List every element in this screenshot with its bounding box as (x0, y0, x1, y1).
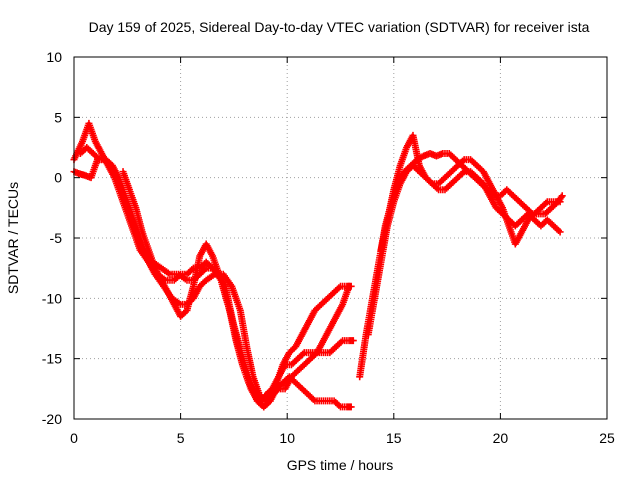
data-point (557, 193, 565, 201)
y-axis-label: SDTVAR / TECUs (5, 182, 21, 294)
x-tick-label: 15 (386, 430, 402, 446)
y-tick-label: -5 (50, 230, 63, 246)
plot-frame (73, 56, 608, 420)
y-tick-label: 10 (46, 49, 62, 65)
y-tick-label: -10 (42, 290, 62, 306)
x-tick-label: 5 (177, 430, 185, 446)
data-point (347, 282, 355, 290)
y-tick-label: 0 (54, 170, 62, 186)
y-axis: -20 -15 -10 -5 0 5 10 (42, 49, 607, 427)
grid (74, 57, 607, 419)
data-points (70, 119, 566, 411)
data-point (347, 403, 355, 411)
y-tick-label: -15 (42, 351, 62, 367)
data-point (556, 198, 564, 206)
x-tick-label: 10 (279, 430, 295, 446)
x-tick-label: 25 (599, 430, 615, 446)
chart-title: Day 159 of 2025, Sidereal Day-to-day VTE… (89, 19, 590, 35)
y-tick-label: -20 (42, 411, 62, 427)
data-point (556, 228, 564, 236)
x-axis-label: GPS time / hours (287, 457, 394, 473)
series-track-c (70, 156, 353, 405)
x-tick-label: 20 (493, 430, 509, 446)
series-track-g (377, 131, 564, 254)
series-track-d (119, 168, 355, 411)
y-tick-label: 5 (54, 109, 62, 125)
data-point (558, 192, 566, 200)
x-axis: 0 5 10 15 20 25 (70, 57, 615, 446)
data-point (349, 337, 357, 345)
series-track-e (356, 150, 566, 381)
x-tick-label: 0 (70, 430, 78, 446)
